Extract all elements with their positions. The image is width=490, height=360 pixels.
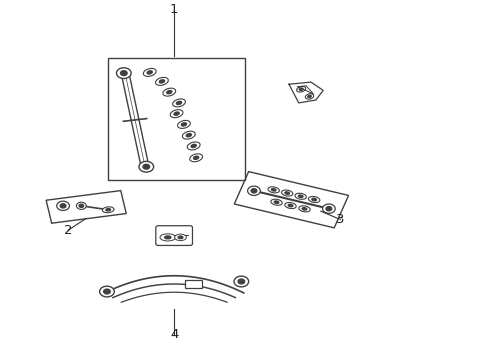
Ellipse shape <box>102 207 114 213</box>
Ellipse shape <box>187 142 200 150</box>
Ellipse shape <box>167 91 172 94</box>
Circle shape <box>139 161 154 172</box>
Ellipse shape <box>299 206 310 212</box>
Circle shape <box>117 68 131 78</box>
Ellipse shape <box>176 101 182 104</box>
Circle shape <box>322 204 335 213</box>
Ellipse shape <box>194 156 199 159</box>
Ellipse shape <box>174 234 186 240</box>
Circle shape <box>79 204 83 207</box>
Ellipse shape <box>309 197 320 203</box>
Ellipse shape <box>182 131 195 139</box>
Ellipse shape <box>181 123 187 126</box>
Ellipse shape <box>174 112 179 115</box>
Ellipse shape <box>159 80 165 83</box>
Ellipse shape <box>172 99 185 107</box>
Ellipse shape <box>299 88 303 90</box>
Circle shape <box>57 201 70 211</box>
Circle shape <box>121 71 127 76</box>
Circle shape <box>247 186 260 195</box>
Ellipse shape <box>160 234 175 241</box>
Text: 3: 3 <box>336 213 344 226</box>
Bar <box>108 58 245 180</box>
Ellipse shape <box>302 208 307 210</box>
Ellipse shape <box>177 121 190 129</box>
Ellipse shape <box>178 236 183 239</box>
Ellipse shape <box>191 144 196 148</box>
Ellipse shape <box>308 95 311 98</box>
Ellipse shape <box>296 86 306 92</box>
Ellipse shape <box>186 134 192 137</box>
Ellipse shape <box>285 203 296 208</box>
Ellipse shape <box>271 189 276 191</box>
Circle shape <box>238 279 245 284</box>
Ellipse shape <box>298 195 303 198</box>
Text: 2: 2 <box>64 224 73 237</box>
Ellipse shape <box>147 71 152 74</box>
Text: 4: 4 <box>170 328 178 341</box>
Ellipse shape <box>305 94 314 99</box>
Circle shape <box>251 189 257 193</box>
Circle shape <box>234 276 248 287</box>
Ellipse shape <box>190 154 202 162</box>
Ellipse shape <box>268 187 279 193</box>
Circle shape <box>76 202 86 210</box>
Ellipse shape <box>271 199 282 205</box>
FancyBboxPatch shape <box>156 226 193 246</box>
Circle shape <box>60 204 66 208</box>
Circle shape <box>143 164 149 169</box>
Ellipse shape <box>163 88 176 96</box>
Ellipse shape <box>165 236 171 239</box>
Ellipse shape <box>295 193 306 199</box>
Ellipse shape <box>281 190 293 196</box>
Ellipse shape <box>285 192 290 194</box>
Circle shape <box>326 207 332 211</box>
Ellipse shape <box>170 110 183 118</box>
Text: 1: 1 <box>170 3 178 16</box>
Ellipse shape <box>143 68 156 76</box>
Ellipse shape <box>106 208 111 211</box>
Ellipse shape <box>312 198 317 201</box>
Circle shape <box>99 286 114 297</box>
Bar <box>185 280 202 288</box>
Ellipse shape <box>288 204 293 207</box>
Ellipse shape <box>274 201 279 203</box>
Ellipse shape <box>155 77 169 85</box>
Circle shape <box>104 289 110 294</box>
